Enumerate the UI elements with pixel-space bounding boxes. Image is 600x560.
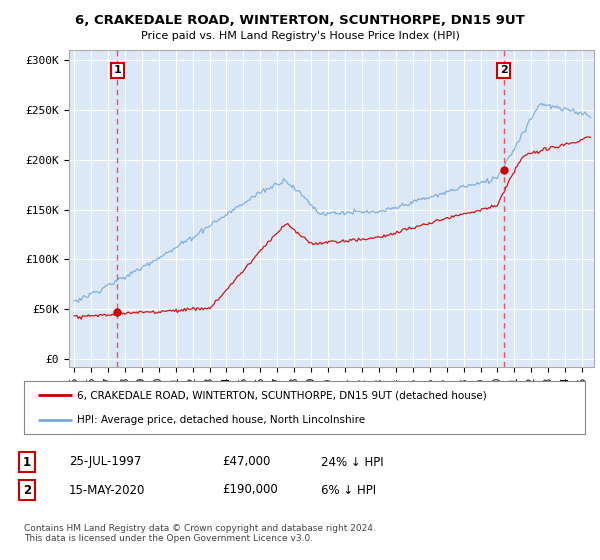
Text: 6, CRAKEDALE ROAD, WINTERTON, SCUNTHORPE, DN15 9UT (detached house): 6, CRAKEDALE ROAD, WINTERTON, SCUNTHORPE… — [77, 390, 487, 400]
Text: Price paid vs. HM Land Registry's House Price Index (HPI): Price paid vs. HM Land Registry's House … — [140, 31, 460, 41]
Text: 6, CRAKEDALE ROAD, WINTERTON, SCUNTHORPE, DN15 9UT: 6, CRAKEDALE ROAD, WINTERTON, SCUNTHORPE… — [75, 14, 525, 27]
Text: 24% ↓ HPI: 24% ↓ HPI — [321, 455, 383, 469]
Text: £47,000: £47,000 — [222, 455, 271, 469]
Text: 1: 1 — [113, 66, 121, 75]
Text: 2: 2 — [500, 66, 508, 75]
Text: 25-JUL-1997: 25-JUL-1997 — [69, 455, 142, 469]
Text: 1: 1 — [23, 455, 31, 469]
Text: 2: 2 — [23, 483, 31, 497]
Text: Contains HM Land Registry data © Crown copyright and database right 2024.
This d: Contains HM Land Registry data © Crown c… — [24, 524, 376, 543]
Text: 15-MAY-2020: 15-MAY-2020 — [69, 483, 145, 497]
Text: £190,000: £190,000 — [222, 483, 278, 497]
Text: 6% ↓ HPI: 6% ↓ HPI — [321, 483, 376, 497]
Text: HPI: Average price, detached house, North Lincolnshire: HPI: Average price, detached house, Nort… — [77, 414, 365, 424]
